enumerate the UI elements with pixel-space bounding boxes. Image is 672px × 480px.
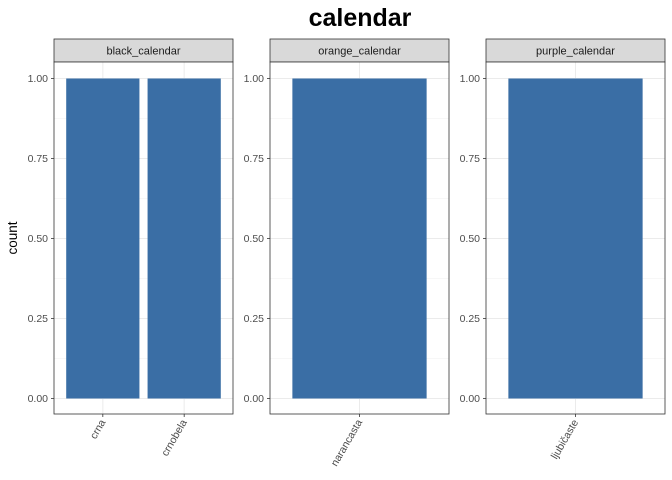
y-tick-label: 0.25 — [460, 313, 481, 325]
facet-panels: black_calendar 0.00 0.25 0.50 0.75 1.00 crna cr… — [28, 38, 666, 468]
chart-title: calendar — [309, 4, 412, 32]
x-tick-label: narancasta — [329, 417, 365, 468]
y-tick-label: 0.25 — [28, 313, 49, 325]
bar-crnobela — [147, 78, 221, 399]
bar-crna — [66, 78, 140, 399]
y-tick-label: 0.25 — [244, 313, 265, 325]
y-tick-label: 1.00 — [28, 73, 49, 85]
facet-strip-label: orange_calendar — [318, 46, 401, 58]
y-tick-label: 0.00 — [460, 393, 481, 405]
panel-border — [53, 61, 234, 415]
y-tick-label: 0.00 — [28, 393, 49, 405]
y-tick-label: 1.00 — [460, 73, 481, 85]
y-tick-label: 0.50 — [460, 233, 481, 245]
y-tick-label: 0.50 — [28, 233, 49, 245]
x-tick-label: ljubičaste — [549, 417, 581, 461]
y-tick-label: 0.75 — [244, 153, 265, 165]
y-tick-label: 0.75 — [460, 153, 481, 165]
facet-strip-label: black_calendar — [107, 46, 181, 58]
bar-ljubičaste — [508, 78, 643, 399]
y-tick-label: 0.50 — [244, 233, 265, 245]
y-tick-label: 1.00 — [244, 73, 265, 85]
y-tick-label: 0.00 — [244, 393, 265, 405]
x-tick-label: crna — [88, 417, 109, 441]
x-tick-label: crnobela — [159, 417, 190, 458]
facet-strip-label: purple_calendar — [536, 46, 615, 58]
bar-narancasta — [292, 78, 427, 399]
facet-panel-purple_calendar: purple_calendar 0.00 0.25 0.50 0.75 1.00 ljubi… — [460, 38, 666, 461]
y-axis-title: count — [5, 221, 20, 254]
y-tick-label: 0.75 — [28, 153, 49, 165]
facet-panel-black_calendar: black_calendar 0.00 0.25 0.50 0.75 1.00 crna cr… — [28, 38, 234, 458]
facet-panel-orange_calendar: orange_calendar 0.00 0.25 0.50 0.75 1.00 naran… — [244, 38, 450, 468]
